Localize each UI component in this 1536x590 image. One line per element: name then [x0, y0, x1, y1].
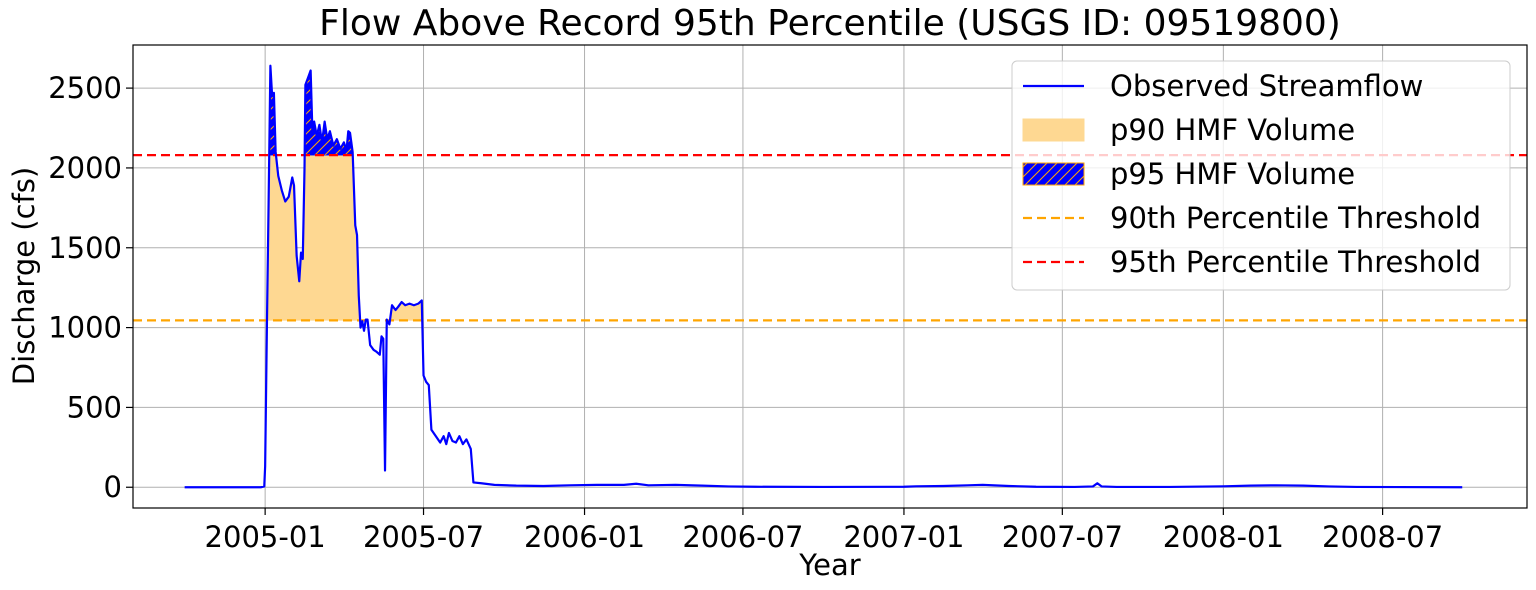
y-tick-label: 0 — [104, 470, 122, 504]
plot-frame — [132, 44, 1528, 509]
legend-hatch-swatch — [1022, 162, 1085, 186]
y-axis-ticks: 0 500 1000 1500 2000 2500 — [48, 71, 133, 504]
x-tick-label: 2007-01 — [843, 520, 964, 554]
legend-label: 90th Percentile Threshold — [1110, 201, 1481, 235]
y-tick-label: 2500 — [48, 71, 122, 105]
streamflow-series — [184, 64, 1463, 489]
x-tick-label: 2008-07 — [1322, 520, 1443, 554]
x-tick-label: 2005-01 — [205, 520, 326, 554]
legend-label: 95th Percentile Threshold — [1110, 245, 1481, 279]
legend-box — [1011, 60, 1511, 291]
y-tick-label: 1000 — [48, 311, 122, 345]
legend: Observed Streamflow p90 HMF Volume p95 HMF… — [1011, 60, 1511, 291]
legend-label: Observed Streamflow — [1110, 69, 1423, 103]
x-axis-ticks: 2005-01 2005-07 2006-01 2006-07 2007-01 2007-… — [205, 508, 1443, 554]
streamflow-line — [184, 64, 1463, 489]
plot-area — [133, 64, 1527, 489]
x-tick-label: 2007-07 — [1002, 520, 1123, 554]
y-tick-label: 1500 — [48, 231, 122, 265]
x-tick-label: 2006-07 — [682, 520, 803, 554]
y-tick-label: 2000 — [48, 151, 122, 185]
chart-title: Flow Above Record 95th Percentile (USGS … — [319, 3, 1341, 44]
legend-label: p95 HMF Volume — [1110, 157, 1355, 191]
x-tick-label: 2005-07 — [363, 520, 484, 554]
x-axis-label: Year — [798, 548, 860, 582]
legend-fill-swatch — [1022, 118, 1085, 142]
legend-label: p90 HMF Volume — [1110, 113, 1355, 147]
p90-hmf-area — [266, 65, 361, 321]
y-tick-label: 500 — [67, 390, 122, 424]
x-tick-label: 2006-01 — [524, 520, 645, 554]
y-axis-label: Discharge (cfs) — [7, 167, 41, 385]
x-tick-label: 2008-01 — [1163, 520, 1284, 554]
